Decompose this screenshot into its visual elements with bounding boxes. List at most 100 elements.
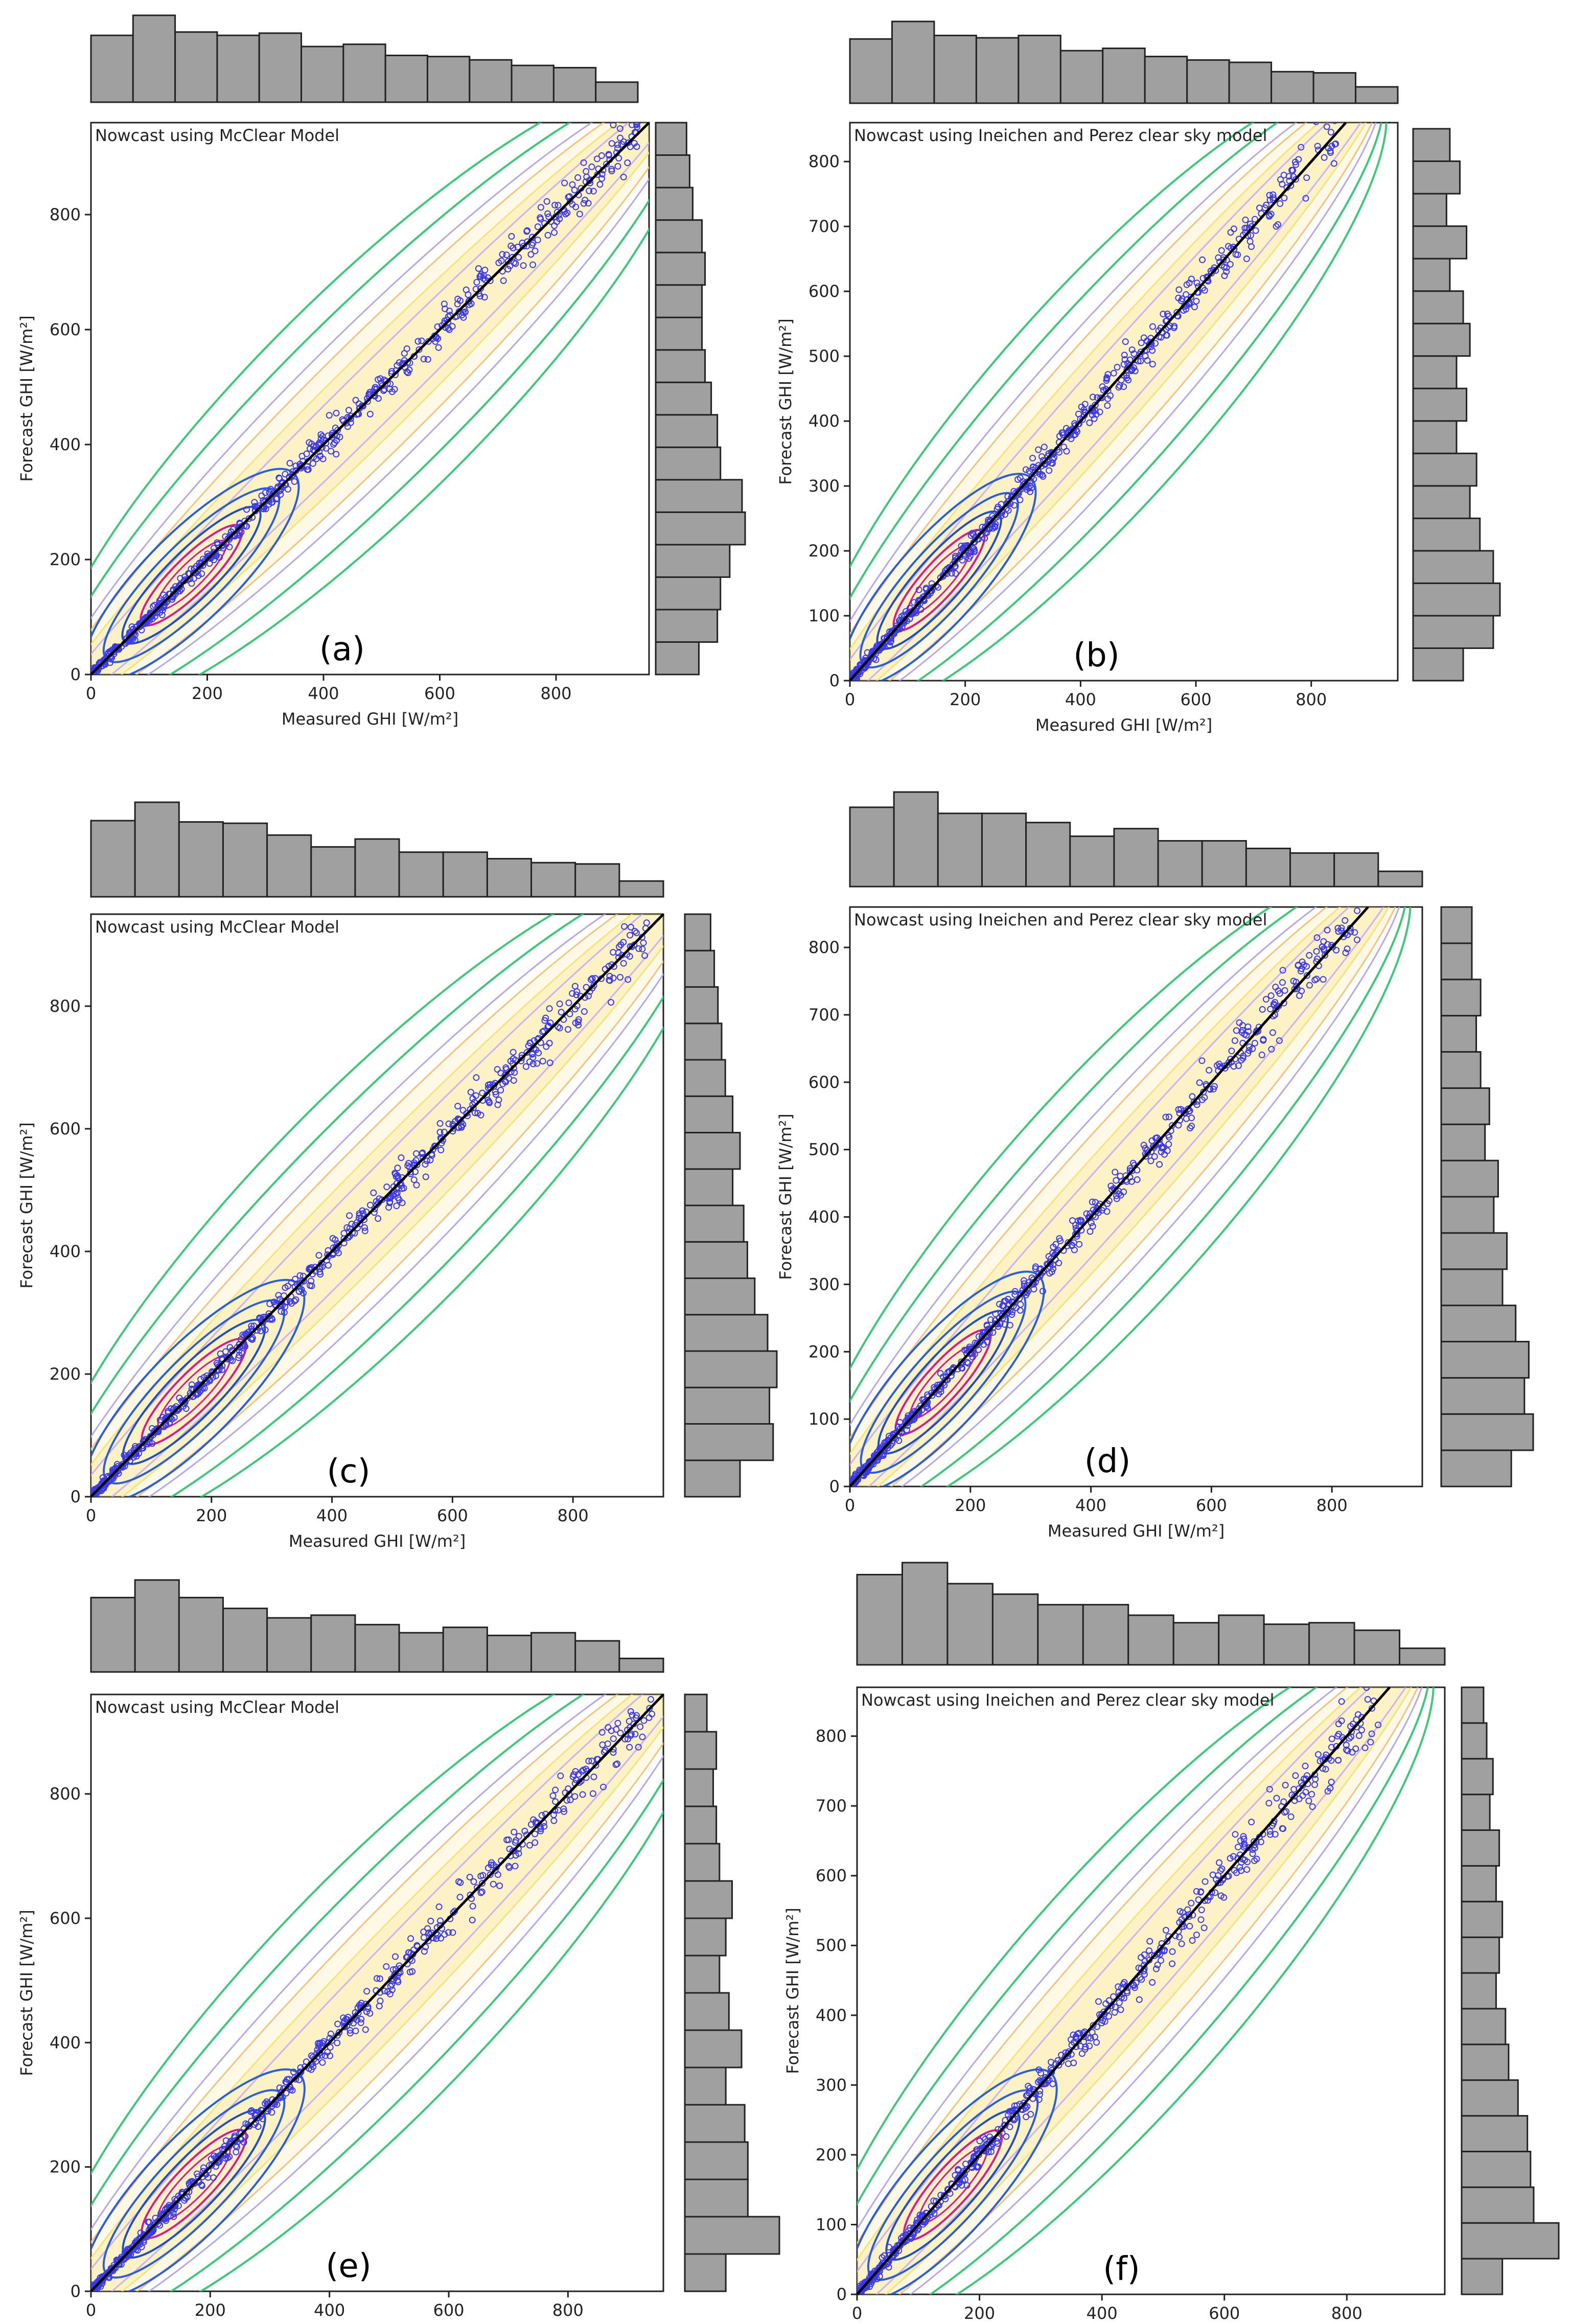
scatter-point [1198,1057,1206,1064]
scatter-point [363,1208,370,1215]
scatter-point [581,1008,588,1015]
scatter-point [507,242,515,249]
scatter-point [310,2063,317,2071]
histogram-y-bar [655,576,722,611]
scatter-point [1257,1839,1264,1846]
y-tick-label: 800 [808,152,840,171]
scatter-point [269,1316,276,1323]
scatter-point [1038,453,1045,460]
scatter-point [1048,1268,1055,1275]
scatter-point [1235,1062,1242,1069]
scatter-point [347,419,354,426]
scatter-point [504,266,512,273]
contour-band [850,123,1384,681]
y-tick-label: 0 [71,1487,81,1506]
scatter-point [334,2039,341,2047]
scatter-point [1089,393,1096,401]
scatter-point [376,1975,383,1982]
scatter-point [1251,1857,1258,1864]
scatter-point [1072,1221,1079,1228]
scatter-point [1104,387,1112,394]
scatter-point [182,2195,189,2202]
scatter-point [1279,967,1286,974]
scatter-point [608,1727,615,1734]
x-tick-label: 400 [1087,2304,1118,2323]
scatter-point [1030,2088,1037,2096]
scatter-point [1243,255,1250,262]
histogram-x-bar [618,880,664,898]
scatter-point [1289,167,1297,174]
y-tick-label: 400 [808,411,840,431]
scatter-point [1076,1241,1083,1248]
scatter-point [1021,1283,1028,1290]
scatter-point [1240,1833,1247,1840]
scatter-point [620,173,627,180]
scatter-point [1156,1161,1163,1168]
scatter-point [1343,1746,1350,1753]
scatter-point [518,1054,525,1061]
scatter-point [996,1300,1003,1308]
scatter-point [1320,976,1327,983]
scatter-point [552,1798,559,1805]
scatter-point [948,570,955,577]
scatter-point [1158,1957,1165,1964]
y-tick-label: 600 [50,320,81,339]
scatter-point [284,1298,291,1306]
scatter-point [456,297,464,304]
scatter-point [1228,1048,1235,1055]
scatter-point [410,1176,418,1183]
histogram-y-bar [1461,1722,1488,1760]
scatter-point [1368,1730,1375,1737]
scatter-point [1267,1006,1274,1013]
scatter-point [1268,1045,1275,1053]
scatter-point [409,1968,416,1975]
histogram-y-bar [684,2141,749,2180]
histogram-y-bar [1440,1015,1477,1053]
histogram-x-bar [1059,50,1104,104]
scatter-point [282,2078,289,2085]
scatter-point [546,1005,553,1012]
scatter-point [598,175,606,182]
scatter-point [1349,1749,1356,1756]
scatter-point [1303,972,1310,979]
scatter-point [307,445,314,452]
scatter-point [307,1282,314,1289]
scatter-point [1122,338,1129,345]
scatter-point [1299,958,1306,965]
histogram-y-bar [1440,906,1473,944]
scatter-point [1328,1744,1335,1751]
scatter-point [108,1472,115,1479]
scatter-point [1186,1913,1193,1920]
histogram-y-bar [684,2104,746,2143]
histogram-x-bar [90,820,136,898]
scatter-point [212,1372,219,1379]
x-tick-label: 0 [845,690,855,709]
y-axis-label: Forecast GHI [W/m²] [776,1113,795,1280]
histogram-x-bar [511,64,555,103]
scatter-point [327,2043,334,2051]
scatter-point [498,257,505,264]
scatter-point [550,1817,558,1824]
scatter-point [1081,2046,1089,2053]
contour-band [91,123,649,675]
histogram-x-bar [266,1617,312,1673]
scatter-point [1142,353,1149,360]
scatter-point [1215,1060,1222,1067]
y-tick-label: 200 [50,1364,81,1384]
scatter-point [1292,158,1299,166]
histogram-y-bar [1440,1087,1490,1125]
scatter-point [223,1354,230,1361]
x-axis-label: Measured GHI [W/m²] [282,709,458,729]
histogram-y-bar [1461,1972,1497,2010]
scatter-point [572,1019,579,1027]
scatter-point [1323,123,1330,130]
scatter-point [238,1349,245,1356]
y-tick-label: 100 [808,606,840,625]
scatter-point [1211,1083,1218,1090]
scatter-point [282,1284,289,1291]
scatter-point [346,2018,353,2026]
scatter-point [857,2289,861,2294]
scatter-point [549,1792,557,1799]
histogram-y-bar [1412,225,1468,260]
scatter-point [327,2052,334,2059]
